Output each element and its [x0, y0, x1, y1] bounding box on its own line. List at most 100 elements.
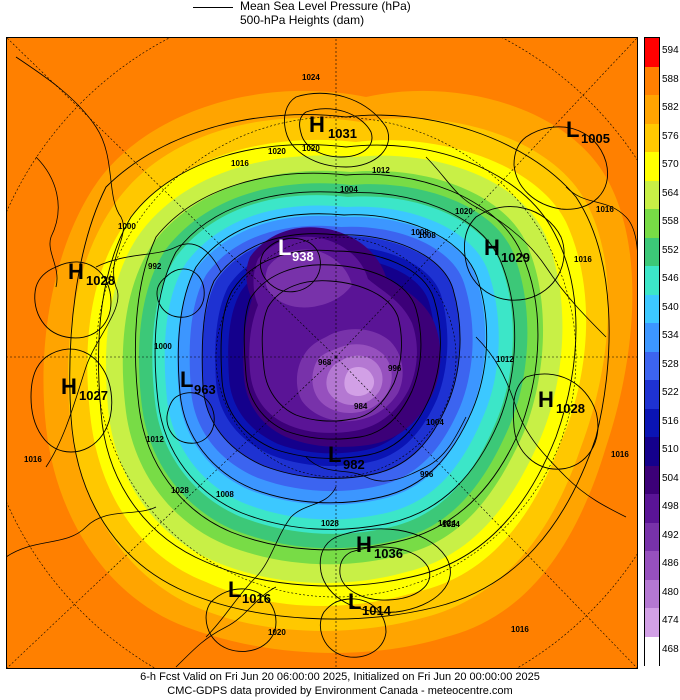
- colorbar-label: 546: [662, 273, 679, 285]
- colorbar-label: 594: [662, 45, 679, 57]
- colorbar-swatch: [645, 551, 659, 580]
- legend-header: Mean Sea Level Pressure (hPa) 500-hPa He…: [0, 0, 680, 36]
- colorbar-label: 540: [662, 301, 679, 313]
- isobar-label: 1016: [24, 455, 42, 464]
- colorbar-label: 504: [662, 472, 679, 484]
- isobar-label: 1020: [455, 207, 473, 216]
- colorbar-swatch: [645, 123, 659, 153]
- colorbar-swatch: [645, 152, 659, 181]
- colorbar-swatch: [645, 66, 659, 96]
- colorbar-swatch: [645, 522, 659, 552]
- system-letter: H: [356, 532, 372, 557]
- colorbar-label: 570: [662, 159, 679, 171]
- isobar-label: 1028: [171, 486, 189, 495]
- isobar-label: 1016: [231, 159, 249, 168]
- isobar-label: 1000: [154, 342, 172, 351]
- map-canvas: H 1031 L 1005 L 938 H 1029 H 1028 H 1027…: [6, 37, 638, 669]
- colorbar-swatch: [645, 579, 659, 609]
- colorbar-swatch: [645, 465, 659, 495]
- colorbar-swatch: [645, 95, 659, 124]
- colorbar-swatch: [645, 266, 659, 295]
- colorbar-swatch: [645, 608, 659, 637]
- isobar-label: 1016: [511, 625, 529, 634]
- colorbar-label: 576: [662, 130, 679, 142]
- system-letter: L: [228, 577, 241, 602]
- heights-legend-label: 500-hPa Heights (dam): [240, 13, 365, 27]
- colorbar-swatch: [645, 408, 659, 438]
- colorbar-label: 498: [662, 501, 679, 513]
- colorbar-label: 492: [662, 529, 679, 541]
- mslp-legend-label: Mean Sea Level Pressure (hPa): [240, 0, 411, 13]
- colorbar-label: 552: [662, 244, 679, 256]
- colorbar-label: 582: [662, 102, 679, 114]
- mslp-line-sample: [193, 7, 233, 8]
- system-value: 1005: [581, 131, 610, 146]
- isobar-label: 1016: [611, 450, 629, 459]
- isobar-label: 1028: [321, 519, 339, 528]
- system-letter: H: [61, 374, 77, 399]
- colorbar-swatch: [645, 494, 659, 523]
- isobar-label: 1020: [268, 628, 286, 637]
- system-letter: L: [278, 235, 291, 260]
- system-letter: H: [538, 387, 554, 412]
- isobar-label: 996: [388, 364, 402, 373]
- isobar-label: 1020: [268, 147, 286, 156]
- isobar-label: 992: [148, 262, 162, 271]
- system-value: 1028: [556, 401, 585, 416]
- system-letter: H: [68, 259, 84, 284]
- system-value: 1028: [86, 273, 115, 288]
- colorbar-label: 588: [662, 73, 679, 85]
- isobar-label: 1004: [340, 185, 358, 194]
- system-letter: L: [328, 442, 341, 467]
- isobar-label: 1024: [438, 519, 456, 528]
- colorbar-swatch: [645, 437, 659, 466]
- system-value: 1016: [242, 591, 271, 606]
- isobar-label: 1004: [426, 418, 444, 427]
- system-letter: L: [180, 367, 193, 392]
- isobar-label: 1000: [118, 222, 136, 231]
- isobar-label: 1024: [442, 520, 460, 529]
- colorbar-label: 558: [662, 216, 679, 228]
- isobar-label: 1024: [302, 73, 320, 82]
- isobar-label: 1008: [411, 228, 429, 237]
- isobar-labels: 1024 1020 1016 1012 1008 1004 1000 996 9…: [24, 73, 629, 637]
- colorbar-swatch: [645, 636, 659, 666]
- isobar-label: 996: [420, 470, 434, 479]
- colorbar-label: 516: [662, 415, 679, 427]
- isobar-label: 984: [354, 402, 368, 411]
- colorbar-label: 534: [662, 330, 679, 342]
- colorbar-swatch: [645, 180, 659, 210]
- colorbar-swatch: [645, 380, 659, 409]
- forecast-valid-text: 6-h Fcst Valid on Fri Jun 20 06:00:00 20…: [140, 671, 540, 683]
- system-value: 1014: [362, 603, 392, 618]
- colorbar-swatch: [645, 351, 659, 381]
- isobar-label: 1008: [216, 490, 234, 499]
- isobar-label: 1012: [146, 435, 164, 444]
- isobar-label: 1008: [418, 231, 436, 240]
- isobars: [30, 92, 610, 658]
- colorbar-label: 522: [662, 387, 679, 399]
- colorbar-label: 468: [662, 643, 679, 655]
- data-credit-text: CMC-GDPS data provided by Environment Ca…: [167, 685, 513, 697]
- colorbar-swatch: [645, 38, 659, 67]
- system-letter: H: [484, 235, 500, 260]
- system-value: 963: [194, 382, 216, 397]
- system-value: 938: [292, 249, 314, 264]
- colorbar-swatch: [645, 209, 659, 238]
- colorbar-swatch: [645, 323, 659, 352]
- system-letter: L: [348, 589, 361, 614]
- pressure-systems: H 1031 L 1005 L 938 H 1029 H 1028 H 1027…: [61, 112, 610, 618]
- isobar-label: 1016: [574, 255, 592, 264]
- colorbar-swatch: [645, 237, 659, 267]
- colorbar: [644, 37, 660, 666]
- colorbar-label: 510: [662, 444, 679, 456]
- colorbar-label: 474: [662, 615, 679, 627]
- system-value: 1031: [328, 126, 357, 141]
- isobar-label: 1012: [496, 355, 514, 364]
- isobar-label: 1016: [596, 205, 614, 214]
- system-letter: L: [566, 117, 579, 142]
- system-value: 1029: [501, 250, 530, 265]
- colorbar-label: 486: [662, 558, 679, 570]
- isobar-label: 1020: [302, 144, 320, 153]
- colorbar-swatch: [645, 294, 659, 324]
